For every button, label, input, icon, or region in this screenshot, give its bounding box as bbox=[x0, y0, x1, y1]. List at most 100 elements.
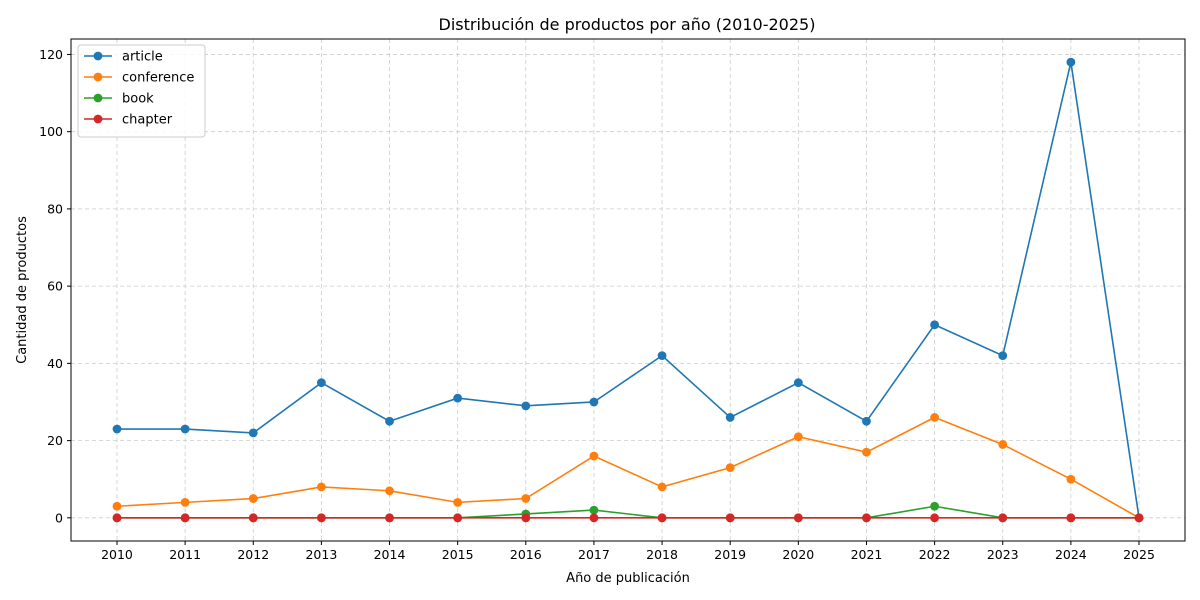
x-tick-label: 2020 bbox=[782, 547, 814, 562]
data-point-chapter bbox=[521, 513, 531, 523]
data-point-conference bbox=[180, 497, 190, 507]
data-point-article bbox=[112, 424, 122, 434]
series-conference bbox=[112, 413, 1144, 523]
data-point-article bbox=[657, 351, 667, 361]
y-tick-label: 20 bbox=[47, 433, 63, 448]
data-point-article bbox=[248, 428, 258, 438]
data-point-conference bbox=[725, 463, 735, 473]
data-point-chapter bbox=[930, 513, 940, 523]
data-point-conference bbox=[385, 486, 394, 496]
data-point-chapter bbox=[180, 513, 190, 523]
legend-label: conference bbox=[122, 71, 194, 86]
x-tick-label: 2016 bbox=[510, 547, 542, 562]
x-tick-label: 2018 bbox=[646, 547, 678, 562]
data-point-article bbox=[521, 401, 531, 411]
y-tick-label: 120 bbox=[39, 47, 63, 62]
legend-marker bbox=[93, 114, 103, 124]
grid bbox=[71, 39, 1185, 541]
series-line-book bbox=[116, 505, 1140, 519]
x-tick-label: 2019 bbox=[714, 547, 746, 562]
x-tick-label: 2024 bbox=[1055, 547, 1087, 562]
data-point-chapter bbox=[248, 513, 258, 523]
data-point-article bbox=[180, 424, 190, 434]
data-point-conference bbox=[589, 451, 599, 461]
data-point-chapter bbox=[725, 513, 735, 523]
legend-item-article: article bbox=[84, 50, 163, 65]
y-axis-title: Cantidad de productos bbox=[15, 216, 30, 364]
legend-item-chapter: chapter bbox=[84, 113, 173, 128]
data-point-conference bbox=[998, 440, 1008, 449]
data-point-chapter bbox=[793, 513, 803, 523]
legend-marker bbox=[93, 93, 103, 103]
data-point-conference bbox=[521, 494, 531, 503]
data-point-conference bbox=[862, 447, 871, 457]
data-point-article bbox=[316, 378, 326, 388]
data-point-article bbox=[930, 320, 940, 330]
y-tick-label: 80 bbox=[47, 201, 63, 216]
x-tick-label: 2017 bbox=[578, 547, 610, 562]
data-point-conference bbox=[248, 494, 258, 503]
data-point-chapter bbox=[453, 513, 463, 523]
series-layer bbox=[112, 57, 1144, 523]
x-tick-label: 2015 bbox=[442, 547, 474, 562]
chart-title: Distribución de productos por año (2010-… bbox=[439, 15, 816, 34]
legend-marker bbox=[93, 72, 103, 82]
x-tick-label: 2025 bbox=[1123, 547, 1155, 562]
data-point-book bbox=[930, 501, 940, 511]
data-point-chapter bbox=[589, 513, 599, 523]
x-tick-label: 2010 bbox=[101, 547, 133, 562]
legend-item-conference: conference bbox=[84, 71, 194, 86]
legend-label: chapter bbox=[122, 113, 173, 128]
x-tick-label: 2014 bbox=[374, 547, 406, 562]
legend: article conference book chapter bbox=[77, 44, 206, 138]
data-point-article bbox=[453, 393, 463, 403]
x-tick-label: 2011 bbox=[169, 547, 201, 562]
data-point-article bbox=[1066, 57, 1076, 67]
y-axis: 0 20 40 60 80 100 120 bbox=[39, 47, 71, 525]
x-tick-label: 2023 bbox=[987, 547, 1019, 562]
data-point-chapter bbox=[316, 513, 326, 523]
series-line-conference bbox=[116, 416, 1140, 519]
data-point-article bbox=[385, 416, 394, 426]
y-tick-label: 0 bbox=[55, 510, 63, 525]
x-tick-label: 2022 bbox=[919, 547, 951, 562]
data-point-book bbox=[589, 505, 599, 515]
x-tick-label: 2013 bbox=[305, 547, 337, 562]
legend-label: book bbox=[122, 92, 154, 107]
data-point-article bbox=[793, 378, 803, 388]
data-point-conference bbox=[657, 482, 667, 492]
x-axis: 2010 2011 2012 2013 2014 2015 2016 2017 2018 2019… bbox=[101, 541, 1155, 562]
data-point-article bbox=[862, 416, 871, 426]
series-chapter bbox=[112, 513, 1144, 523]
data-point-conference bbox=[930, 413, 940, 422]
data-point-conference bbox=[112, 501, 122, 511]
data-point-article bbox=[998, 351, 1008, 361]
data-point-chapter bbox=[112, 513, 122, 523]
x-tick-label: 2021 bbox=[851, 547, 883, 562]
legend-box bbox=[77, 44, 206, 138]
data-point-article bbox=[589, 397, 599, 407]
series-line-article bbox=[116, 61, 1140, 518]
x-axis-title: Año de publicación bbox=[566, 571, 690, 586]
data-point-conference bbox=[1066, 474, 1076, 484]
data-point-chapter bbox=[862, 513, 871, 523]
x-tick-label: 2012 bbox=[237, 547, 269, 562]
legend-item-book: book bbox=[84, 92, 154, 107]
data-point-chapter bbox=[657, 513, 667, 523]
legend-label: article bbox=[122, 50, 163, 65]
data-point-conference bbox=[793, 432, 803, 442]
y-tick-label: 40 bbox=[47, 356, 63, 371]
data-point-conference bbox=[453, 497, 463, 507]
series-book bbox=[112, 501, 1144, 523]
legend-marker bbox=[93, 51, 103, 61]
series-article bbox=[112, 57, 1144, 523]
y-tick-label: 60 bbox=[47, 279, 63, 294]
plot-frame bbox=[70, 38, 1186, 542]
data-point-chapter bbox=[1134, 513, 1144, 523]
data-point-chapter bbox=[1066, 513, 1076, 523]
data-point-chapter bbox=[998, 513, 1008, 523]
data-point-conference bbox=[316, 482, 326, 492]
y-tick-label: 100 bbox=[39, 124, 63, 139]
data-point-article bbox=[725, 413, 735, 422]
